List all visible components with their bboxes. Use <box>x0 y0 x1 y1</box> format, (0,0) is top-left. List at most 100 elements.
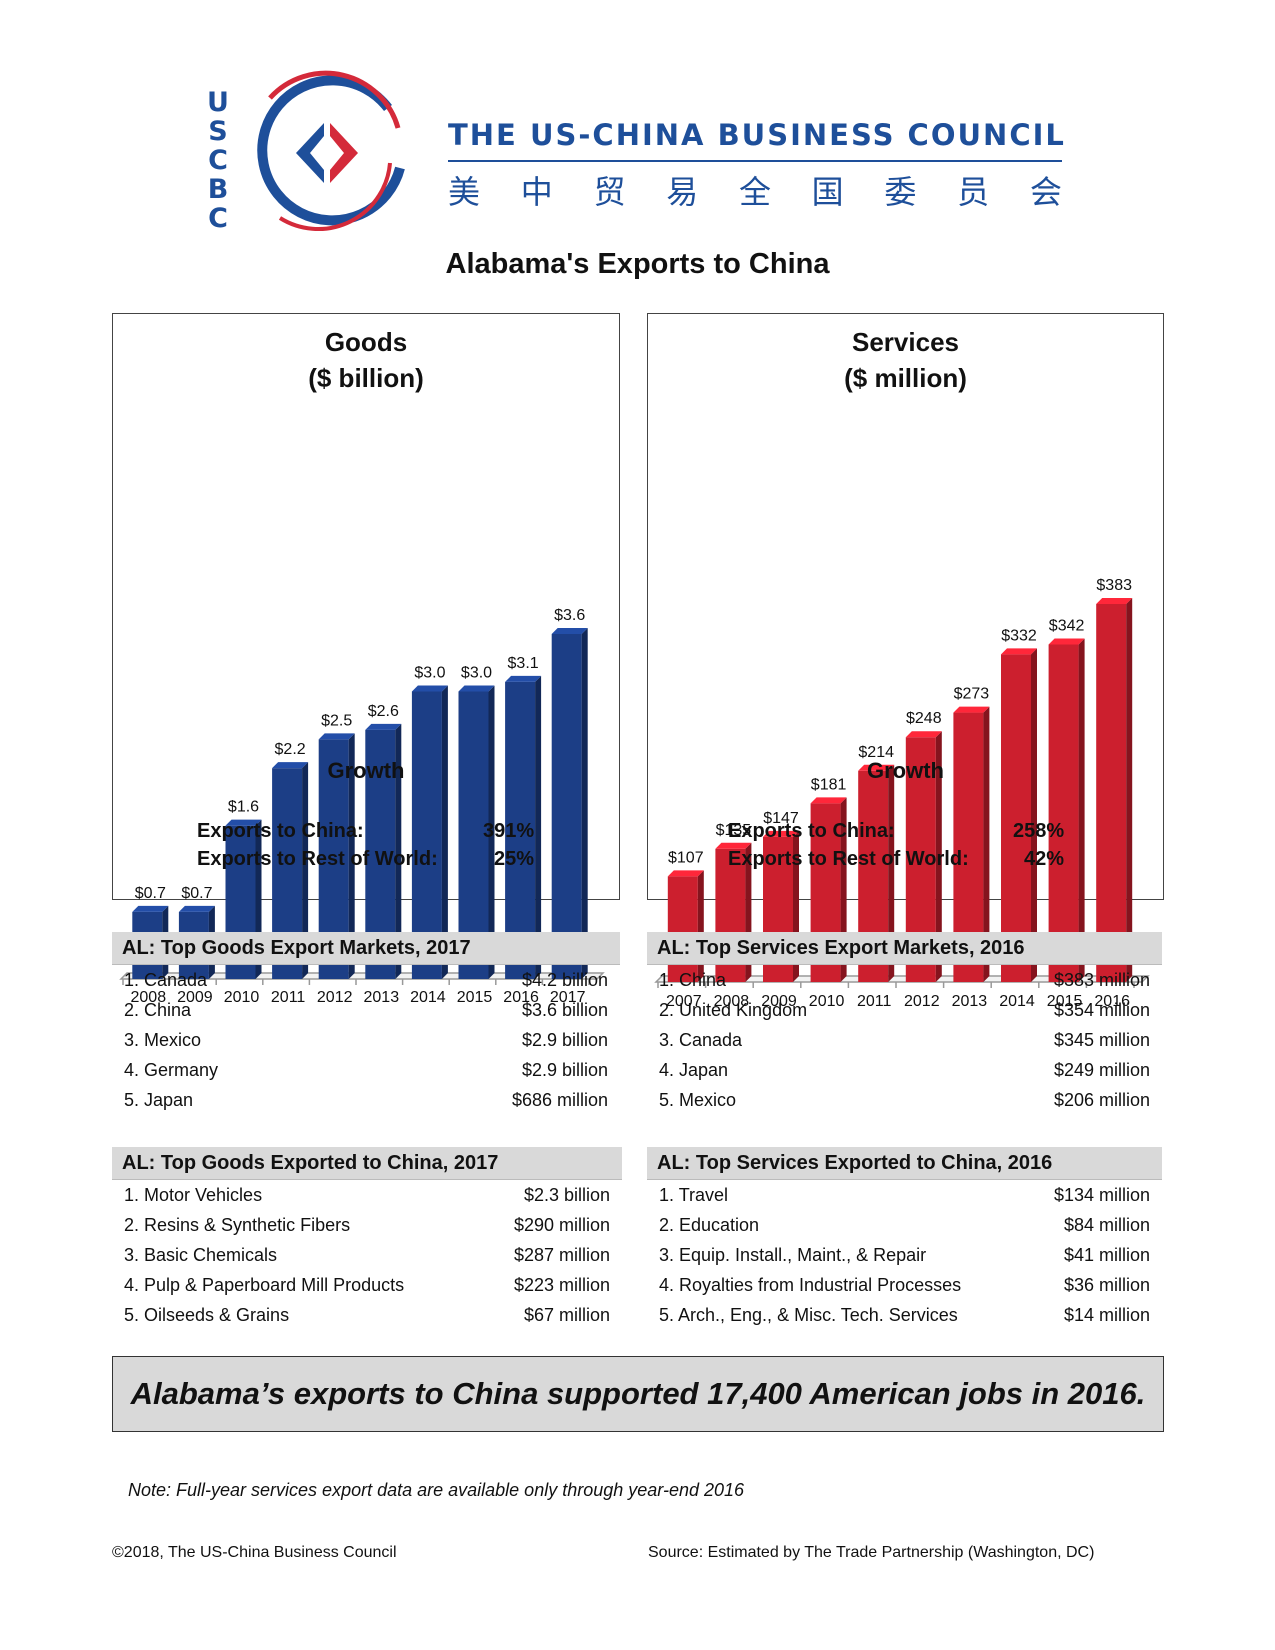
goods-bar-top <box>132 905 169 912</box>
table-row: 4. Royalties from Industrial Processes $3… <box>647 1270 1162 1300</box>
row-name: 1. China <box>659 970 727 990</box>
table-row: 2. United Kingdom $354 million <box>647 995 1162 1025</box>
goods-bar-top <box>551 628 588 634</box>
logo-letter: B <box>207 174 229 205</box>
table-row: 1. Canada $4.2 billion <box>112 965 620 995</box>
goods-growth-china-value: 391% <box>483 820 535 842</box>
row-name: 3. Equip. Install., Maint., & Repair <box>659 1245 927 1265</box>
org-chinese-char: 国 <box>811 173 844 211</box>
goods-data-label: $2.2 <box>275 741 306 758</box>
table-row: 3. Equip. Install., Maint., & Repair $41 … <box>647 1240 1162 1270</box>
row-value: $4.2 billion <box>521 970 608 990</box>
goods-bar-chart: $0.7 2008 $0.7 2009 $1.6 2010 $2.2 2011 $2.5 2012… <box>119 607 605 1006</box>
org-chinese-char: 员 <box>957 173 990 211</box>
table-row: 5. Mexico $206 million <box>647 1085 1162 1115</box>
table-row: 4. Pulp & Paperboard Mill Products $223 m… <box>112 1270 622 1300</box>
org-chinese-char: 贸 <box>593 173 626 211</box>
org-name: THE US-CHINA BUSINESS COUNCIL <box>448 118 1066 152</box>
goods-data-label: $3.1 <box>508 655 539 672</box>
table-header: AL: Top Goods Exported to China, 2017 <box>112 1147 622 1180</box>
goods-bar-side <box>441 685 448 979</box>
goods-category-label: 2008 <box>131 989 167 1006</box>
row-name: 4. Japan <box>659 1060 729 1080</box>
goods-bar <box>411 685 448 979</box>
services-markets-table: AL: Top Services Export Markets, 2016 1.… <box>647 932 1162 1115</box>
goods-bar-front <box>505 681 536 979</box>
logo-letter: C <box>208 203 228 234</box>
row-value: $287 million <box>513 1245 610 1265</box>
services-category-label: 2015 <box>1047 993 1083 1010</box>
goods-data-label: $0.7 <box>135 885 166 902</box>
page-title: Alabama's Exports to China <box>445 248 830 280</box>
row-value: $41 million <box>1063 1245 1150 1265</box>
row-name: 1. Travel <box>659 1185 729 1205</box>
services-bar-side <box>888 764 895 982</box>
services-chart-panel: Services ($ million) $107 2007 $135 2008 $14… <box>647 313 1164 1010</box>
org-divider <box>448 160 1062 162</box>
goods-category-label: 2011 <box>271 989 306 1006</box>
table-header: AL: Top Services Exported to China, 2016 <box>647 1147 1162 1180</box>
goods-data-label: $0.7 <box>181 885 212 902</box>
goods-bar-side <box>488 685 495 979</box>
note-text: Note: Full-year services export data are… <box>128 1480 745 1500</box>
org-name-chinese: 美 中 贸 易 全 国 委 员 会 <box>448 167 1062 213</box>
row-value: $14 million <box>1063 1305 1150 1325</box>
goods-bar <box>551 628 588 979</box>
goods-markets-table: AL: Top Goods Export Markets, 2017 1. Ca… <box>112 932 620 1115</box>
row-value: $84 million <box>1063 1215 1150 1235</box>
goods-bar-top <box>458 685 495 692</box>
org-chinese-char: 美 <box>448 173 481 211</box>
services-to-china-table: AL: Top Services Exported to China, 2016… <box>647 1147 1162 1330</box>
services-chart-title: Services <box>852 327 959 357</box>
row-name: 4. Royalties from Industrial Processes <box>659 1275 962 1295</box>
row-name: 5. Arch., Eng., & Misc. Tech. Services <box>659 1305 958 1325</box>
row-name: 3. Basic Chemicals <box>124 1245 278 1265</box>
services-data-label: $273 <box>954 686 990 703</box>
org-chinese-char: 中 <box>520 173 553 211</box>
goods-bar-top <box>505 675 542 682</box>
goods-bar-front <box>458 691 489 979</box>
goods-bar-top <box>225 819 262 826</box>
table-row: 4. Germany $2.9 billion <box>112 1055 620 1085</box>
row-value: $3.6 billion <box>521 1000 608 1020</box>
table-row: 3. Mexico $2.9 billion <box>112 1025 620 1055</box>
goods-bar-side <box>348 733 355 979</box>
services-bar-side <box>983 706 990 982</box>
table-row: 2. China $3.6 billion <box>112 995 620 1025</box>
goods-growth-world-value: 25% <box>494 848 535 870</box>
services-bar-top <box>763 830 799 837</box>
goods-data-label: $3.6 <box>554 607 585 624</box>
table-row: 5. Japan $686 million <box>112 1085 620 1115</box>
services-bar-top <box>1001 648 1037 655</box>
services-data-label: $332 <box>1001 627 1037 644</box>
services-bar-top <box>667 870 704 877</box>
table-header: AL: Top Services Export Markets, 2016 <box>647 932 1162 965</box>
source-text: Source: Estimated by The Trade Partnersh… <box>648 1544 1095 1561</box>
uscbc-logo-icon <box>257 70 405 231</box>
services-growth-world-label: Exports to Rest of World: <box>728 848 969 870</box>
row-name: 1. Canada <box>124 970 208 990</box>
services-bar-top <box>1048 638 1085 645</box>
row-name: 1. Motor Vehicles <box>124 1185 263 1205</box>
row-value: $383 million <box>1053 970 1150 990</box>
table-row: 3. Canada $345 million <box>647 1025 1162 1055</box>
goods-category-label: 2012 <box>317 989 353 1006</box>
goods-growth-world-label: Exports to Rest of World: <box>197 848 438 870</box>
goods-data-label: $2.5 <box>321 712 352 729</box>
services-data-label: $214 <box>858 744 894 761</box>
table-row: 2. Resins & Synthetic Fibers $290 million <box>112 1210 622 1240</box>
jobs-banner: Alabama’s exports to China supported 17,… <box>112 1356 1164 1432</box>
goods-bar-side <box>395 723 402 979</box>
services-growth-world-value: 42% <box>1024 848 1065 870</box>
table-header: AL: Top Goods Export Markets, 2017 <box>112 932 620 965</box>
goods-category-label: 2017 <box>550 989 586 1006</box>
table-row: 4. Japan $249 million <box>647 1055 1162 1085</box>
goods-bar-top <box>411 685 448 692</box>
row-value: $249 million <box>1053 1060 1150 1080</box>
row-value: $36 million <box>1063 1275 1150 1295</box>
services-bar-side <box>1126 598 1133 982</box>
services-bar-front <box>1096 604 1127 982</box>
services-category-label: 2010 <box>809 993 845 1010</box>
goods-chart-panel: Goods ($ billion) $0.7 2008 $0.7 2009 $1.6 20… <box>112 313 620 1006</box>
row-name: 3. Mexico <box>124 1030 202 1050</box>
